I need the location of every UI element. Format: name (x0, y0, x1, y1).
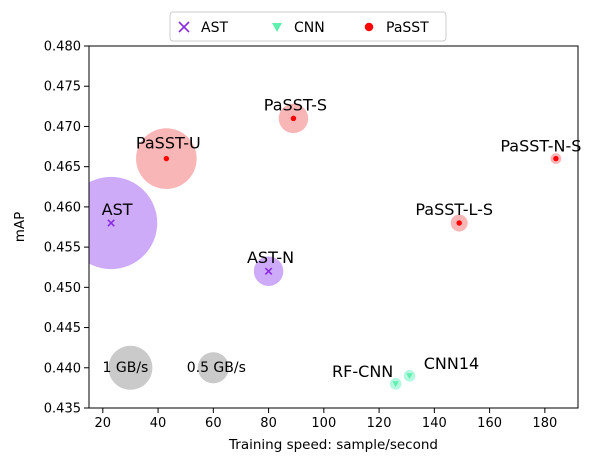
y-axis-label: mAP (12, 212, 28, 243)
data-point-label: PaSST-S (264, 95, 327, 114)
y-tick-label: 0.465 (44, 160, 81, 175)
y-tick-label: 0.435 (44, 402, 81, 417)
data-point-marker (392, 381, 399, 388)
x-marker-stroke (264, 267, 273, 276)
x-marker-stroke (107, 219, 115, 227)
size-reference-label: 1 GB/s (103, 360, 149, 376)
y-tick-label: 0.470 (44, 120, 81, 135)
data-point-marker (406, 373, 413, 380)
y-tick-label: 0.455 (44, 241, 81, 256)
x-tick-label: 180 (532, 416, 557, 431)
y-tick-label: 0.450 (44, 281, 81, 296)
legend-marker (364, 22, 374, 32)
x-tick-label: 160 (477, 416, 502, 431)
data-bubble (89, 176, 158, 270)
y-tick-label: 0.475 (44, 80, 81, 95)
legend-marker (272, 23, 282, 32)
data-point-marker (163, 155, 170, 162)
data-point-label: PaSST-U (136, 134, 201, 153)
y-tick-label: 0.445 (44, 321, 81, 336)
data-point-label: AST (102, 200, 133, 219)
size-reference-bubble (197, 352, 229, 384)
legend-frame (169, 11, 447, 42)
data-point-marker (107, 219, 115, 227)
data-point-marker (290, 115, 297, 122)
x-marker-stroke (178, 21, 190, 33)
x-tick-label: 100 (311, 416, 336, 431)
plot-area (89, 103, 562, 390)
legend-label: PaSST (386, 20, 429, 36)
data-point-label: AST-N (247, 248, 294, 267)
legend: AST CNN PaSST (169, 11, 447, 42)
data-point-marker (456, 220, 462, 226)
x-tick-label: 140 (422, 416, 447, 431)
x-axis-label: Training speed: sample/second (228, 437, 438, 453)
data-point-label: RF-CNN (332, 362, 393, 381)
data-point-label: PaSST-L-S (415, 200, 493, 219)
data-point-marker (553, 155, 559, 162)
y-tick-label: 0.460 (44, 200, 81, 215)
data-point-marker (264, 267, 273, 276)
x-tick-label: 40 (150, 416, 167, 431)
data-point-label: CNN14 (424, 354, 479, 373)
y-tick-label: 0.440 (44, 361, 81, 376)
x-tick-label: 80 (260, 416, 277, 431)
legend-label: CNN (294, 20, 325, 36)
size-reference-label: 0.5 GB/s (187, 360, 246, 376)
x-tick-label: 120 (367, 416, 392, 431)
size-reference-bubble (108, 345, 153, 390)
legend-label: AST (201, 20, 228, 36)
plot-frame (88, 45, 579, 409)
x-tick-label: 20 (95, 416, 112, 431)
legend-marker (178, 21, 190, 33)
x-tick-label: 60 (205, 416, 222, 431)
data-point-label: PaSST-N-S (500, 137, 581, 156)
y-tick-label: 0.480 (44, 40, 81, 55)
